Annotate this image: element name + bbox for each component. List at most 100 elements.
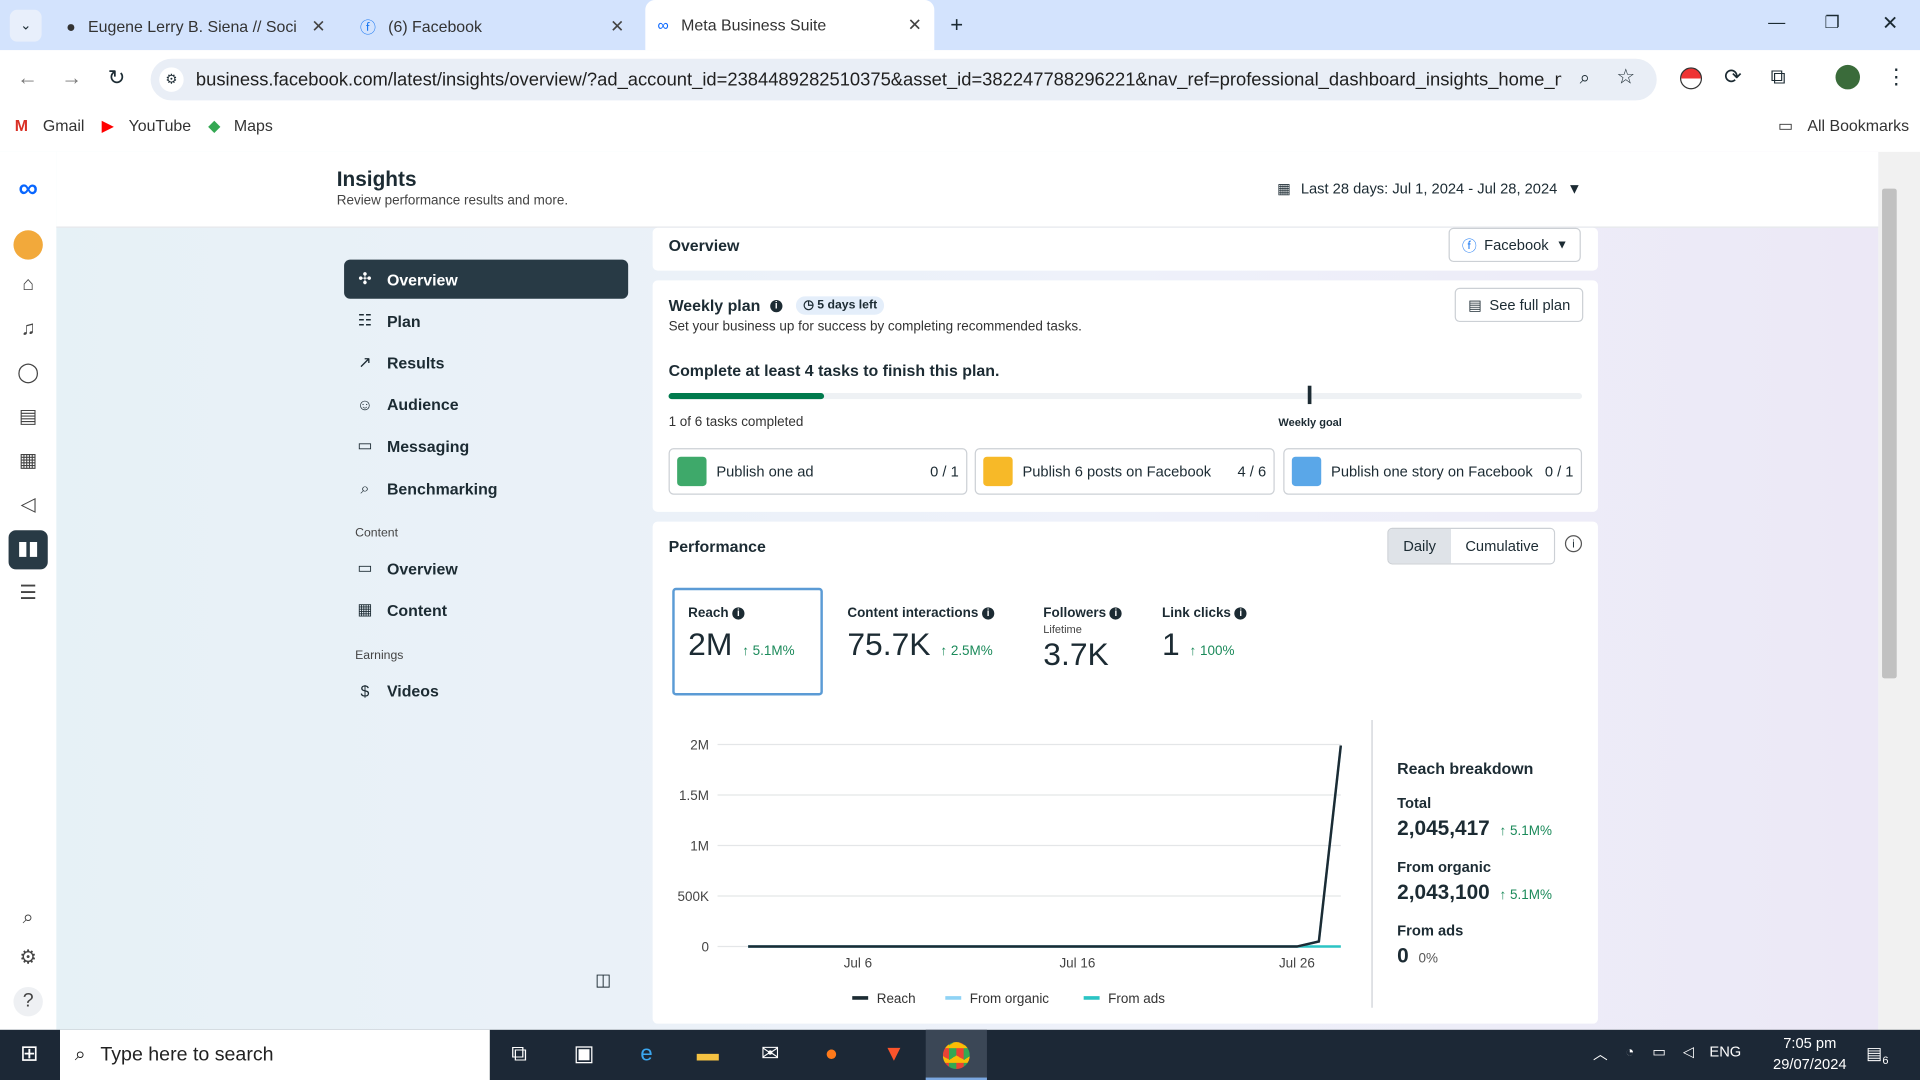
clock[interactable]: 7:05 pm 29/07/2024	[1773, 1034, 1847, 1073]
close-tab-icon[interactable]: ✕	[311, 15, 326, 35]
sidebar-item-plan[interactable]: ☷ Plan	[344, 301, 628, 340]
minimize-button[interactable]: —	[1768, 12, 1786, 32]
forward-button[interactable]: →	[61, 66, 83, 90]
all-bookmarks[interactable]: All Bookmarks	[1807, 116, 1910, 135]
site-info-icon[interactable]: ⚙	[159, 67, 184, 92]
notifications-icon[interactable]: ▤6	[1866, 1043, 1889, 1067]
tab-facebook[interactable]: ⓕ (6) Facebook ✕	[360, 15, 625, 37]
bookmark-star-icon[interactable]: ☆	[1616, 64, 1636, 89]
close-window-button[interactable]: ✕	[1882, 13, 1899, 35]
sidebar-item-results[interactable]: ↗ Results	[344, 343, 628, 382]
info-icon[interactable]: i	[770, 299, 783, 312]
scrollbar-thumb[interactable]	[1882, 188, 1897, 679]
close-tab-icon[interactable]: ✕	[610, 15, 625, 35]
info-icon: i	[732, 607, 745, 620]
show-hidden-icons[interactable]: ︿	[1593, 1045, 1608, 1063]
bookmark-maps[interactable]: Maps	[233, 116, 273, 135]
results-icon: ↗	[358, 352, 372, 372]
close-tab-icon[interactable]: ✕	[907, 14, 923, 35]
maps-icon: ◆	[208, 116, 221, 135]
sync-extension-icon[interactable]: ⟳	[1724, 64, 1742, 89]
sidebar-item-overview[interactable]: ✣ Overview	[344, 259, 629, 299]
zoom-icon[interactable]: ⌕	[1579, 67, 1590, 89]
restore-button[interactable]: ❐	[1824, 12, 1840, 32]
y-tick-label: 0	[701, 939, 708, 954]
posts-icon[interactable]: ▤	[18, 406, 38, 428]
tab-eugene[interactable]: ●Eugene Lerry B. Siena // Social M✕	[66, 15, 326, 35]
y-tick-label: 1M	[690, 838, 709, 853]
sidebar-item-videos[interactable]: $ Videos	[344, 671, 628, 710]
taskbar-search-input[interactable]: ⌕ Type here to search	[60, 1029, 490, 1080]
notifications-icon[interactable]: ♫	[20, 318, 36, 340]
wifi-icon[interactable]: ◔	[1625, 1043, 1635, 1061]
firefox-icon[interactable]: ●	[824, 1040, 839, 1066]
page-avatar[interactable]	[13, 230, 43, 260]
search-icon[interactable]: ⌕	[22, 907, 34, 929]
home-icon[interactable]: ⌂	[22, 274, 35, 296]
sidebar-item-content[interactable]: ▦ Content	[344, 590, 628, 629]
weekly-goal-label: Weekly goal	[1278, 416, 1342, 429]
task-publish-ad[interactable]: Publish one ad 0 / 1	[668, 448, 968, 495]
legend-label: Reach	[877, 991, 916, 1006]
info-icon[interactable]: i	[1564, 535, 1583, 553]
browser-menu-icon[interactable]: ⋮	[1885, 64, 1907, 89]
browser-tab-bar	[0, 0, 1920, 51]
plan-progress-fill	[668, 393, 824, 400]
metric-reach[interactable]: Reach i 2M ↑ 5.1M%	[688, 606, 795, 663]
profile-avatar[interactable]	[1835, 64, 1861, 90]
tab-meta-business-suite[interactable]: ∞ Meta Business Suite ✕	[645, 0, 935, 51]
x-tick-label: Jul 16	[1059, 955, 1095, 970]
tab-search-button[interactable]: ⌄	[9, 9, 42, 42]
info-icon: i	[1234, 607, 1247, 620]
extension-icon[interactable]	[1680, 67, 1703, 90]
sidebar-item-benchmarking[interactable]: ⌕ Benchmarking	[344, 469, 628, 508]
back-button[interactable]: ←	[17, 66, 38, 90]
planner-icon[interactable]: ▦	[18, 450, 38, 472]
insights-icon[interactable]: ▮▮	[8, 530, 48, 570]
edge-icon[interactable]: e	[640, 1040, 653, 1066]
windows-start-icon[interactable]: ⊞	[20, 1040, 39, 1066]
extensions-puzzle-icon[interactable]: ⧉	[1770, 64, 1786, 89]
dollar-icon: $	[360, 681, 370, 700]
sidebar-item-audience[interactable]: ☺ Audience	[356, 394, 459, 414]
store-icon[interactable]: ▣	[573, 1040, 595, 1066]
metric-content-interactions[interactable]: Content interactions i 75.7K ↑ 2.5M%	[847, 606, 995, 663]
help-icon[interactable]: ?	[13, 986, 43, 1017]
file-explorer-icon[interactable]: ▬	[696, 1040, 719, 1066]
bookmark-youtube[interactable]: YouTube	[128, 116, 192, 135]
sidebar-item-messaging[interactable]: ▭ Messaging	[344, 426, 628, 465]
metric-followers[interactable]: Followers i Lifetime 3.7K	[1043, 606, 1123, 673]
collapse-sidebar-icon[interactable]: ◫	[595, 969, 612, 990]
all-tools-menu-icon[interactable]: ☰	[19, 582, 37, 604]
language-indicator[interactable]: ENG	[1709, 1043, 1742, 1061]
url-input[interactable]: business.facebook.com/latest/insights/ov…	[150, 58, 1657, 101]
benchmarking-icon: ⌕	[360, 478, 370, 498]
task-view-icon[interactable]: ⧉	[511, 1040, 528, 1066]
platform-dropdown[interactable]: ⓕ Facebook ▼	[1448, 227, 1581, 263]
weekly-plan-title: Weekly plan	[668, 296, 761, 315]
settings-gear-icon[interactable]: ⚙	[19, 947, 37, 969]
toggle-daily[interactable]: Daily	[1388, 528, 1451, 564]
mail-icon[interactable]: ✉	[760, 1040, 780, 1066]
bookmark-gmail[interactable]: Gmail	[42, 116, 85, 135]
sidebar-item-content-overview[interactable]: ▭ Overview	[344, 549, 628, 588]
chrome-icon	[942, 1042, 970, 1069]
ads-megaphone-icon[interactable]: ◁	[20, 494, 36, 516]
meta-logo-icon[interactable]: ∞	[18, 172, 38, 204]
battery-icon[interactable]: ▭	[1652, 1043, 1667, 1061]
plan-icon: ☷	[357, 311, 373, 330]
toggle-cumulative[interactable]: Cumulative	[1450, 528, 1554, 564]
task-publish-posts[interactable]: Publish 6 posts on Facebook 4 / 6	[974, 448, 1275, 495]
see-full-plan-button[interactable]: ▤ See full plan	[1454, 287, 1584, 323]
inbox-icon[interactable]: ◯	[17, 362, 40, 384]
volume-icon[interactable]: ◁	[1682, 1043, 1695, 1061]
date-range-picker[interactable]: ▦ Last 28 days: Jul 1, 2024 - Jul 28, 202…	[1277, 180, 1582, 198]
new-tab-button[interactable]: +	[950, 12, 964, 37]
metric-link-clicks[interactable]: Link clicks i 1 ↑ 100%	[1162, 606, 1247, 664]
metric-card-reach-selected[interactable]	[672, 587, 823, 696]
chrome-taskbar-button[interactable]	[925, 1029, 987, 1080]
brave-icon[interactable]: ▼	[882, 1040, 905, 1066]
task-publish-story[interactable]: Publish one story on Facebook 0 / 1	[1283, 448, 1583, 495]
reload-button[interactable]: ↻	[107, 66, 126, 90]
page-scrollbar[interactable]	[1878, 151, 1920, 1030]
